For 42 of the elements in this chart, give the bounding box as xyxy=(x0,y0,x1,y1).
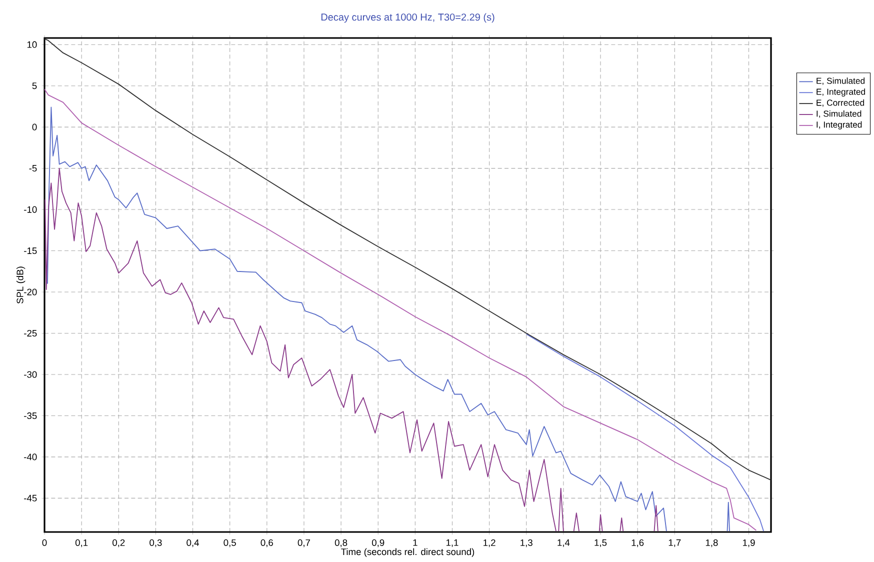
y-tick-label: -35 xyxy=(24,412,37,420)
y-tick-label: -15 xyxy=(24,248,37,254)
x-tick-label: 1,7 xyxy=(668,539,681,547)
x-tick-label: 0,7 xyxy=(298,539,310,548)
x-tick-label: 1,8 xyxy=(706,539,718,548)
chart-title: Decay curves at 1000 Hz, T30=2.29 (s) xyxy=(321,13,494,23)
x-tick-label: 0,2 xyxy=(112,539,125,548)
y-tick-label: -40 xyxy=(24,454,37,460)
x-tick-label: 0,5 xyxy=(224,539,236,548)
x-tick-label: 1,3 xyxy=(520,539,532,548)
legend-label: I, Integrated xyxy=(816,121,862,130)
y-tick-label: -45 xyxy=(24,494,37,502)
y-tick-label: -20 xyxy=(24,288,37,296)
y-axis-title: SPL (dB) xyxy=(16,266,26,304)
legend-label: I, Simulated xyxy=(816,110,862,118)
x-tick-label: 1,5 xyxy=(594,539,607,547)
y-tick-label: 10 xyxy=(27,41,37,48)
x-tick-label: 0 xyxy=(42,539,47,546)
x-tick-label: 1,2 xyxy=(484,539,496,548)
y-tick-label: -25 xyxy=(24,330,37,337)
x-tick-label: 1 xyxy=(413,539,418,546)
x-tick-label: 1,6 xyxy=(632,539,644,548)
y-tick-label: -30 xyxy=(24,371,37,378)
y-tick-label: -10 xyxy=(24,206,37,213)
x-tick-label: 0,6 xyxy=(260,539,273,548)
x-tick-label: 0,3 xyxy=(150,539,162,548)
y-tick-label: 0 xyxy=(32,124,37,130)
line-series xyxy=(44,38,772,481)
x-tick-label: 1,9 xyxy=(743,539,755,548)
x-tick-label: 1,1 xyxy=(446,539,458,547)
x-axis-title: Time (seconds rel. direct sound) xyxy=(341,548,474,557)
x-tick-label: 1,4 xyxy=(558,539,570,547)
legend-label: E, Corrected xyxy=(816,99,864,107)
line-series xyxy=(526,334,764,532)
x-tick-label: 0,4 xyxy=(186,539,199,548)
x-tick-label: 0,9 xyxy=(372,539,384,548)
y-tick-label: -5 xyxy=(29,165,37,172)
legend-label: E, Integrated xyxy=(816,88,866,97)
x-tick-label: 0,8 xyxy=(334,539,348,548)
x-tick-label: 0,1 xyxy=(75,539,88,548)
legend-label: E, Simulated xyxy=(816,78,865,85)
y-tick-label: 5 xyxy=(32,82,37,90)
